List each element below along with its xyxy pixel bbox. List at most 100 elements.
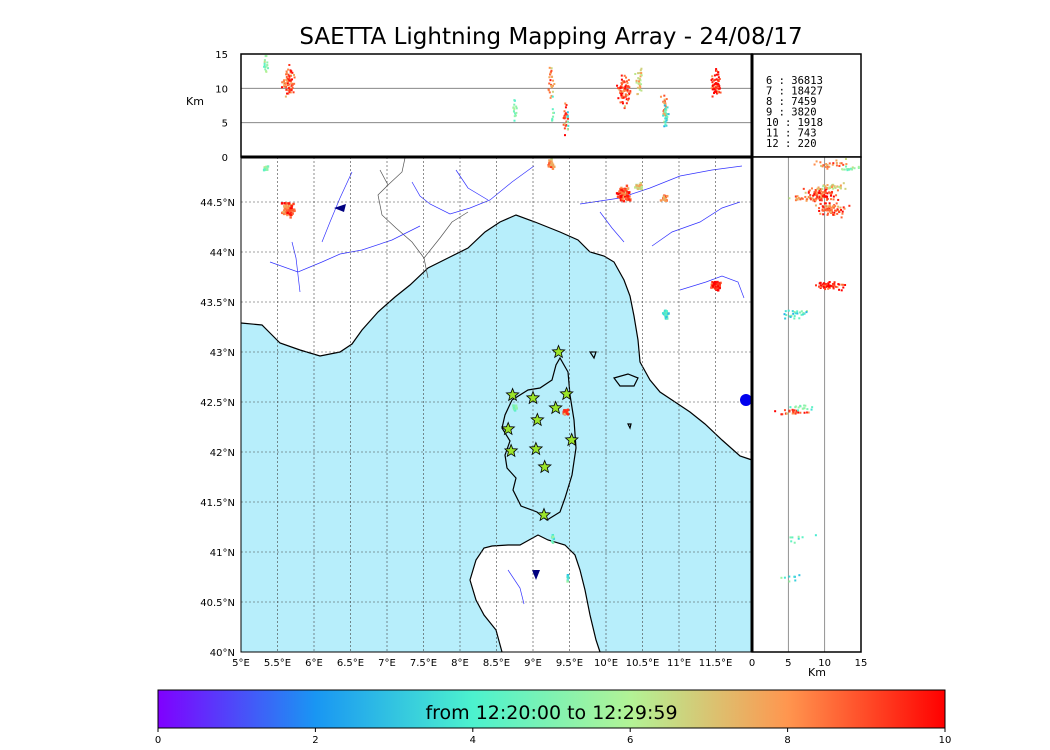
lightning-source-side <box>807 411 810 414</box>
lightning-source-side <box>832 283 835 286</box>
lightning-source-alt <box>513 108 516 111</box>
lightning-source-side <box>806 411 809 414</box>
lightning-source-side <box>823 195 826 198</box>
altitude-ylabel: Km <box>186 95 204 108</box>
lightning-source-alt <box>713 92 716 95</box>
lightning-source <box>626 198 629 202</box>
lightning-source-alt <box>283 85 286 88</box>
lightning-source-alt <box>548 66 551 69</box>
lightning-source <box>624 197 627 200</box>
lightning-source-alt <box>283 83 286 86</box>
lightning-source-alt <box>713 90 716 93</box>
lightning-source-side <box>795 197 798 200</box>
map-panel[interactable]: 5°E 5.5°E 6°E 6.5°E 7°E 7.5°E 8°E 8.5°E 9°E 9.5°E… <box>200 156 753 669</box>
lightning-source-alt <box>638 77 641 80</box>
lightning-source-alt <box>514 114 517 117</box>
lightning-source-alt <box>711 95 714 98</box>
lightning-source-alt <box>621 81 624 84</box>
lightning-cluster-side <box>789 404 814 412</box>
lightning-source-side <box>825 207 828 210</box>
lightning-cluster <box>659 194 669 203</box>
lightning-source-side <box>810 187 813 190</box>
lightning-source <box>513 407 516 411</box>
lightning-source-side <box>839 162 842 165</box>
lightning-sources-altitude-view <box>263 55 722 137</box>
lightning-source-side <box>824 209 827 212</box>
lightning-source-alt <box>662 110 665 113</box>
lightning-source <box>565 411 568 414</box>
lightning-source-side <box>815 194 818 197</box>
lightning-source-alt <box>285 70 288 73</box>
lightning-source-alt <box>567 124 570 127</box>
lightning-source <box>512 404 516 408</box>
lightning-source-side <box>819 202 822 205</box>
latitude-vs-altitude-panel[interactable]: 0 5 10 15 Km <box>749 54 868 679</box>
lightning-source-side <box>814 189 817 192</box>
lightning-source-side <box>829 194 832 197</box>
lightning-source-alt <box>563 110 566 113</box>
lightning-source <box>551 534 554 537</box>
lightning-source-alt <box>626 85 629 88</box>
altitude-vs-longitude-panel[interactable]: 0 5 10 15 Km <box>186 50 753 164</box>
lightning-source <box>717 285 720 288</box>
lightning-source-side <box>828 204 831 207</box>
lightning-source-side <box>824 185 827 188</box>
lightning-source-alt <box>621 90 624 93</box>
lightning-source-side <box>837 185 840 188</box>
lightning-source-alt <box>627 78 630 81</box>
lightning-source-alt <box>718 87 721 90</box>
lightning-source-alt <box>564 102 567 105</box>
lightning-source-side <box>805 311 808 314</box>
lightning-source-alt <box>263 59 266 62</box>
lightning-source-alt <box>718 85 721 88</box>
station-count-line: 9 : 3820 <box>766 107 817 119</box>
lightning-source-alt <box>285 88 288 91</box>
lightning-source-alt <box>515 105 518 108</box>
lightning-source-alt <box>629 90 632 93</box>
lightning-source-alt <box>711 81 714 84</box>
lightning-source-alt <box>562 117 565 120</box>
lightning-source-side <box>825 209 828 212</box>
lon-tick-label: 8.5°E <box>483 658 510 669</box>
lightning-source-side <box>804 191 807 194</box>
lightning-source-alt <box>626 94 629 97</box>
lightning-source-side <box>796 198 799 201</box>
lightning-source-side <box>800 310 803 313</box>
lightning-cluster-side <box>815 281 847 292</box>
station-star-icon <box>500 421 516 436</box>
lightning-source-side <box>785 314 788 317</box>
lon-tick-label: 7.5°E <box>410 658 437 669</box>
lightning-source-alt <box>564 124 567 127</box>
lightning-source-side <box>812 198 815 201</box>
lightning-source-side <box>819 161 822 164</box>
lightning-source-alt <box>550 67 553 70</box>
lightning-source-side <box>815 197 818 200</box>
lightning-source-side <box>822 213 825 216</box>
station-star-icon <box>530 412 545 427</box>
lightning-source-alt <box>624 95 627 98</box>
lightning-cluster-side <box>802 184 840 203</box>
lightning-cluster-side <box>814 202 851 219</box>
lightning-source-side <box>821 196 824 199</box>
lightning-source-side <box>824 192 827 195</box>
lightning-source-side <box>828 206 831 209</box>
lightning-source <box>562 410 565 414</box>
lightning-source-side <box>796 195 799 198</box>
lightning-source-side <box>824 188 827 191</box>
lightning-source-alt <box>664 107 667 110</box>
lightning-source-alt <box>566 115 569 118</box>
lightning-source-side <box>818 192 821 195</box>
lightning-source-alt <box>716 85 719 88</box>
lightning-source-side <box>839 187 842 190</box>
lightning-source-side <box>818 207 821 210</box>
lon-tick-label: 11.5°E <box>699 658 733 669</box>
lightning-source-side <box>801 536 804 539</box>
lightning-source-alt <box>563 114 566 117</box>
lightning-source-side <box>824 204 827 207</box>
station-star-icon <box>548 400 563 415</box>
lightning-source-side <box>794 312 797 315</box>
lightning-source <box>621 192 624 195</box>
lightning-source-alt <box>563 122 566 125</box>
lightning-source <box>640 185 643 189</box>
